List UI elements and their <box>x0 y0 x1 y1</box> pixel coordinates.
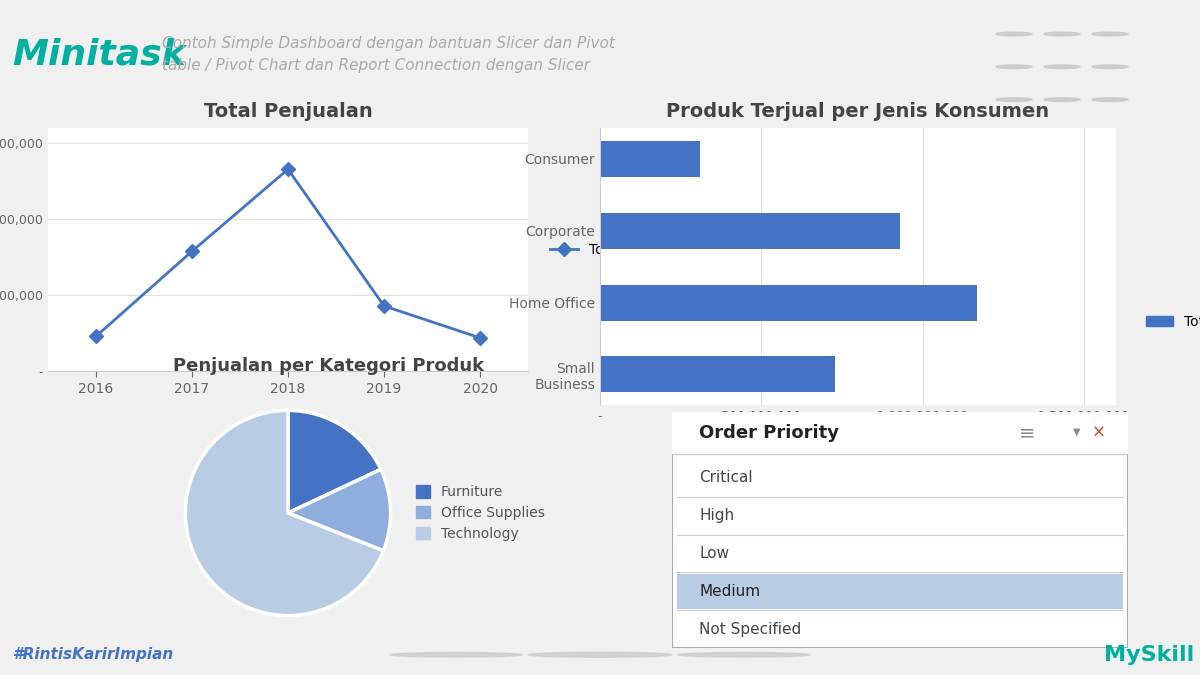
Total <box>89 332 103 340</box>
Text: Minitask: Minitask <box>12 38 186 72</box>
Wedge shape <box>288 469 390 551</box>
Legend: Furniture, Office Supplies, Technology: Furniture, Office Supplies, Technology <box>410 479 551 547</box>
Wedge shape <box>186 410 383 616</box>
Circle shape <box>1092 65 1128 69</box>
Circle shape <box>1044 32 1080 36</box>
Bar <box>600 141 700 177</box>
Title: Total Penjualan: Total Penjualan <box>204 102 372 121</box>
Circle shape <box>390 653 522 657</box>
Circle shape <box>996 32 1032 36</box>
Text: Low: Low <box>700 546 730 561</box>
Circle shape <box>1092 98 1128 101</box>
Bar <box>600 285 977 321</box>
Circle shape <box>1044 98 1080 101</box>
Circle shape <box>1092 32 1128 36</box>
Title: Produk Terjual per Jenis Konsumen: Produk Terjual per Jenis Konsumen <box>666 102 1050 121</box>
Text: ▼: ▼ <box>1073 427 1081 437</box>
Total <box>281 165 295 173</box>
Circle shape <box>1044 65 1080 69</box>
Circle shape <box>678 653 810 657</box>
Text: Order Priority: Order Priority <box>700 424 839 442</box>
Legend: Total: Total <box>1140 309 1200 335</box>
Circle shape <box>996 65 1032 69</box>
Text: Penjualan per Kategori Produk: Penjualan per Kategori Produk <box>173 357 484 375</box>
Total <box>473 334 487 342</box>
Bar <box>677 574 1123 609</box>
Wedge shape <box>288 410 380 513</box>
Text: Not Specified: Not Specified <box>700 622 802 637</box>
Text: Medium: Medium <box>700 584 761 599</box>
Legend: Total: Total <box>545 237 628 263</box>
Text: ×: × <box>1092 424 1105 442</box>
Bar <box>672 412 1128 454</box>
Text: Contoh Simple Dashboard dengan bantuan Slicer dan Pivot
table / Pivot Chart dan : Contoh Simple Dashboard dengan bantuan S… <box>162 36 614 74</box>
Text: ≡: ≡ <box>1019 423 1034 443</box>
Text: High: High <box>700 508 734 523</box>
Text: Critical: Critical <box>700 470 752 485</box>
Bar <box>600 356 835 392</box>
Total <box>377 302 391 310</box>
Circle shape <box>528 652 672 657</box>
Total <box>185 247 199 255</box>
Bar <box>600 213 900 248</box>
Text: MySkill: MySkill <box>1104 645 1194 665</box>
Line: Total: Total <box>91 165 485 343</box>
Text: #RintisKarirImpian: #RintisKarirImpian <box>12 647 173 662</box>
Circle shape <box>996 98 1032 101</box>
